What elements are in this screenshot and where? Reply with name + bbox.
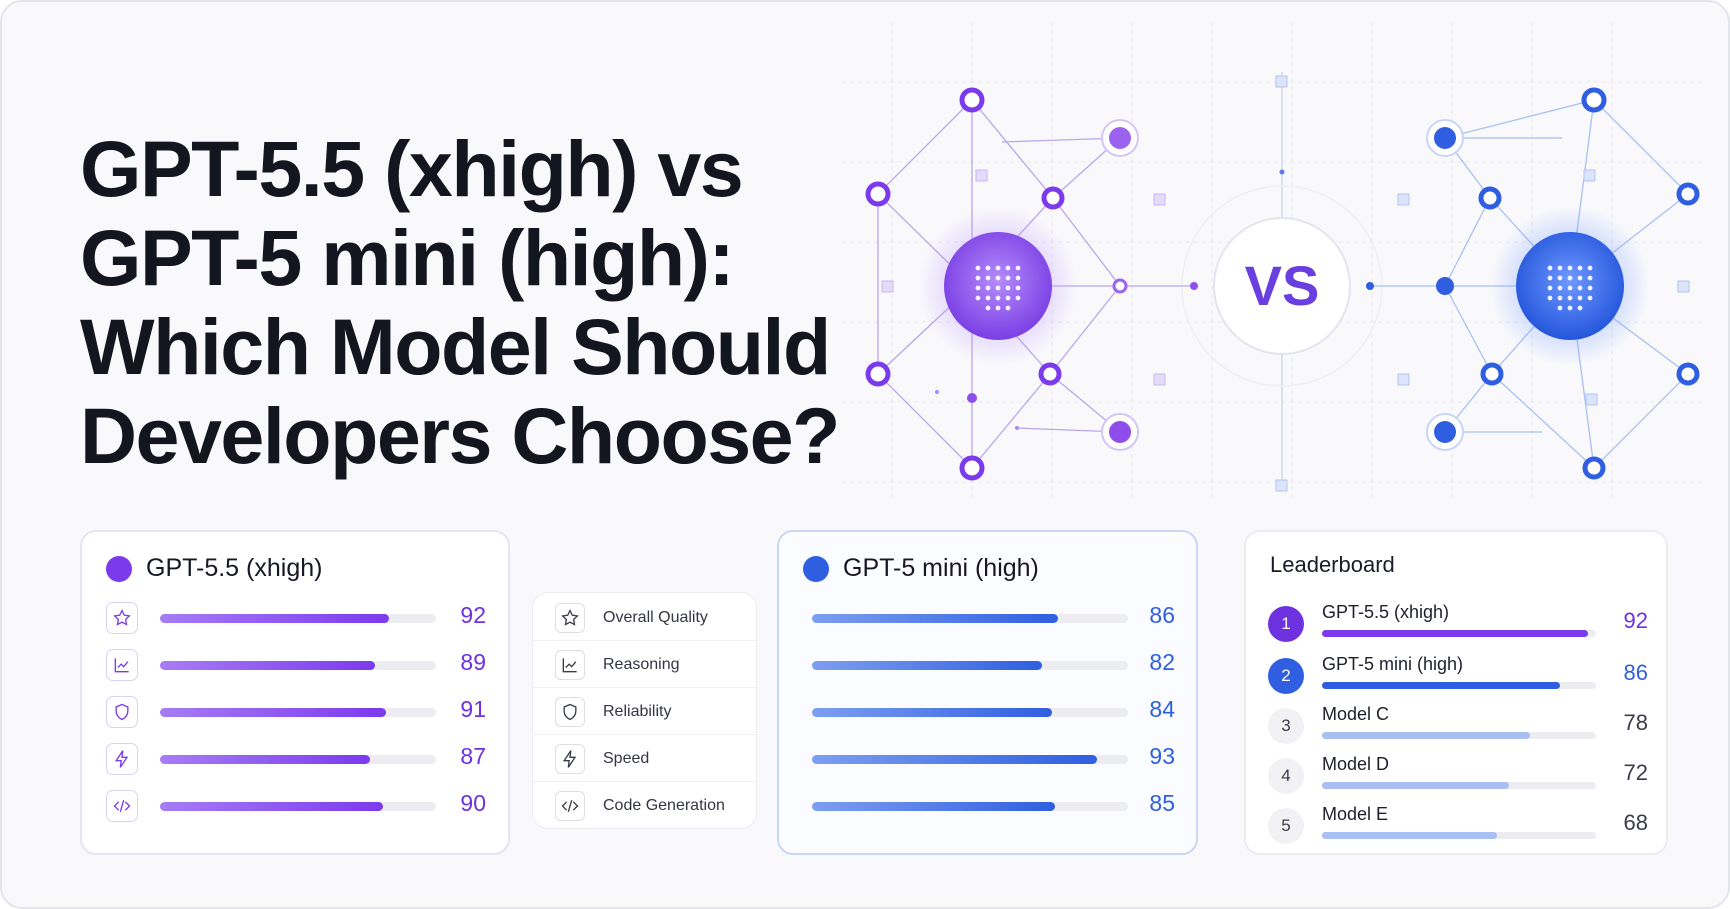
leaderboard-name: GPT-5 mini (high) [1322,654,1464,674]
model-a-metric-row: 89 [82,645,508,685]
model-a-score: 87 [460,743,486,769]
vs-label: VS [1245,254,1320,317]
model-b-metric-row: 93 [779,739,1196,779]
model-b-metric-row: 85 [779,786,1196,826]
category-row: Reasoning [533,642,756,688]
lightning-icon [106,743,138,775]
leaderboard-score: 92 [1623,608,1648,633]
leaderboard-row: 4 Model D 72 [1246,752,1666,800]
model-b-score: 82 [1149,649,1175,675]
code-icon [106,790,138,822]
model-a-bar [160,755,370,764]
category-label: Reliability [603,702,672,720]
model-a-bar [160,614,389,623]
model-a-metric-row: 91 [82,692,508,732]
leaderboard-score: 78 [1623,710,1648,735]
model-b-bar [812,755,1097,764]
model-a-metric-row: 92 [82,598,508,638]
model-a-bar [160,708,386,717]
shield-icon [555,696,585,727]
model-b-score: 86 [1149,602,1175,628]
model-a-score: 92 [460,602,486,628]
model-a-metric-row: 87 [82,739,508,779]
category-row: Reliability [533,689,756,735]
category-label: Overall Quality [603,608,708,626]
leaderboard-score: 72 [1623,760,1648,785]
leaderboard-bar [1322,630,1588,637]
title-line-2: GPT-5 mini (high): [80,213,735,302]
model-a-bar [160,661,375,670]
rank-badge: 3 [1268,708,1304,744]
model-b-name: GPT-5 mini (high) [843,554,1039,582]
model-a-bar [160,802,383,811]
chart-line-icon [555,649,585,680]
leaderboard-row: 1 GPT-5.5 (xhigh) 92 [1246,600,1666,648]
star-icon [106,602,138,634]
category-row: Overall Quality [533,595,756,641]
model-a-name: GPT-5.5 (xhigh) [146,554,323,582]
leaderboard-name: GPT-5.5 (xhigh) [1322,602,1450,622]
title-line-3: Which Model Should [80,302,831,391]
model-a-metric-row: 90 [82,786,508,826]
leaderboard-bar [1322,682,1560,689]
chart-line-icon [106,649,138,681]
rank-badge: 2 [1268,658,1304,694]
leaderboard-name: Model E [1322,804,1389,824]
network-illustration: VS [842,22,1702,502]
model-a-header: GPT-5.5 (xhigh) [106,554,322,583]
lightning-icon [555,743,585,774]
leaderboard-row: 5 Model E 68 [1246,802,1666,850]
model-b-score: 93 [1149,743,1175,769]
leaderboard-card: Leaderboard 1 GPT-5.5 (xhigh) 92 2 GPT-5… [1244,530,1668,855]
shield-icon [106,696,138,728]
model-a-score: 89 [460,649,486,675]
category-label: Speed [603,749,650,767]
category-row: Speed [533,736,756,782]
page-title: GPT-5.5 (xhigh) vs GPT-5 mini (high): Wh… [80,124,840,480]
model-b-dot [803,555,829,582]
rank-badge: 5 [1268,808,1304,844]
title-line-4: Developers Choose? [80,391,840,480]
star-icon [555,602,585,633]
model-a-card: GPT-5.5 (xhigh) 92 89 [80,530,510,855]
model-b-card: GPT-5 mini (high) 86 82 84 93 [777,530,1198,855]
leaderboard-score: 68 [1623,810,1648,835]
model-b-metric-row: 84 [779,692,1196,732]
leaderboard-row: 3 Model C 78 [1246,702,1666,750]
title-line-1: GPT-5.5 (xhigh) vs [80,124,744,213]
model-b-metric-row: 82 [779,645,1196,685]
rank-badge: 1 [1268,606,1304,642]
category-legend-card: Overall Quality Reasoning Reliability Sp… [532,592,757,829]
model-b-header: GPT-5 mini (high) [803,554,1039,583]
category-label: Code Generation [603,797,725,814]
leaderboard-bar [1322,782,1509,789]
model-a-score: 91 [460,696,486,722]
leaderboard-score: 86 [1623,660,1648,685]
model-b-score: 85 [1149,790,1175,816]
leaderboard-title: Leaderboard [1270,552,1395,577]
leaderboard-row: 2 GPT-5 mini (high) 86 [1246,652,1666,700]
model-b-bar [812,802,1055,811]
category-row: Code Generation [533,783,756,829]
model-b-metric-row: 86 [779,598,1196,638]
model-b-bar [812,614,1058,623]
leaderboard-name: Model C [1322,704,1390,724]
model-a-score: 90 [460,790,486,816]
category-label: Reasoning [603,655,680,673]
leaderboard-name: Model D [1322,754,1390,774]
rank-badge: 4 [1268,758,1304,794]
code-icon [555,791,585,821]
model-b-score: 84 [1149,696,1175,722]
leaderboard-bar [1322,832,1497,839]
model-b-bar [812,661,1042,670]
model-a-dot [106,555,132,582]
model-b-bar [812,708,1052,717]
leaderboard-bar [1322,732,1530,739]
